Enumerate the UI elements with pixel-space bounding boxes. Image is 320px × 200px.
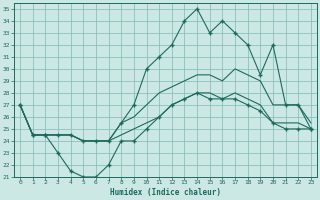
X-axis label: Humidex (Indice chaleur): Humidex (Indice chaleur) xyxy=(110,188,221,197)
